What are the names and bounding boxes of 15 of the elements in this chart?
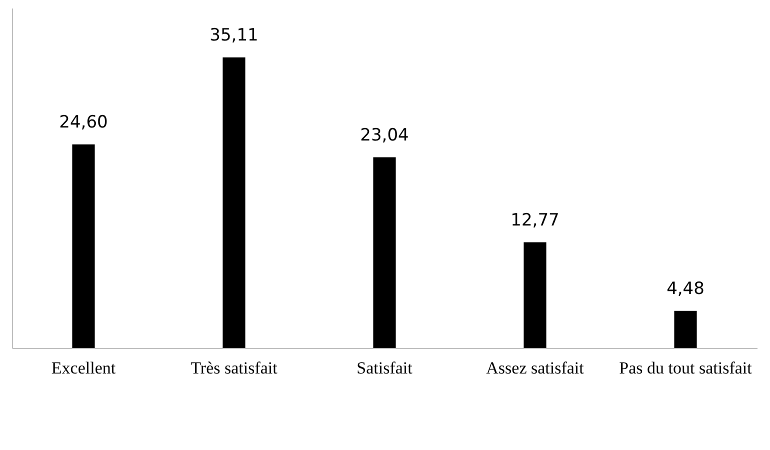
data-label: 35,11 [210,25,258,46]
x-tick-label: Très satisfait [190,358,278,378]
x-tick-label: Assez satisfait [486,358,584,378]
bar [674,310,697,348]
data-label: 4,48 [666,278,704,299]
bar [222,57,246,348]
bar [72,144,95,348]
bar [524,242,546,348]
bar [373,157,396,348]
data-label: 23,04 [360,125,409,146]
x-tick-label: Satisfait [356,358,413,378]
x-tick-label: Pas du tout satisfait [619,358,752,378]
data-label: 12,77 [510,210,560,230]
x-tick-label: Excellent [51,358,116,378]
data-label: 24,60 [59,112,108,132]
